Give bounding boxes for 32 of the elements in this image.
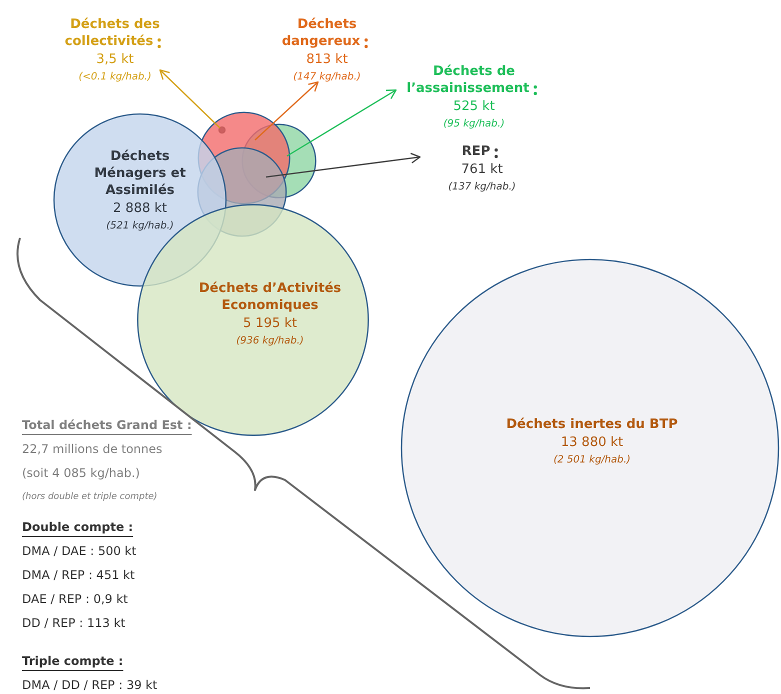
text: (936 kg/hab.)	[236, 336, 304, 347]
category-label: REP	[462, 144, 490, 159]
text: (95 kg/hab.)	[443, 118, 505, 130]
category-label: Déchets inertes du BTP	[506, 416, 678, 432]
text: (<0.1 kg/hab.)	[78, 72, 152, 83]
text: (147 kg/hab.)	[293, 72, 361, 83]
category-label: Déchets de l’assainissement	[406, 64, 530, 96]
category-label: Déchets des collectivités	[64, 16, 160, 49]
text: DD / REP : 113 kt	[22, 616, 126, 630]
data-label: 5 195 kt	[243, 316, 297, 331]
text: Total déchets Grand Est :	[22, 418, 192, 432]
text: DAE / REP : 0,9 kt	[22, 592, 128, 606]
category-label: Déchets dangereux	[282, 16, 361, 49]
text: (521 kg/hab.)	[106, 220, 174, 232]
category-label: Déchets d’Activités Economiques	[198, 280, 342, 313]
data-label: 3,5 kt	[96, 52, 134, 67]
text: (hors double et triple compte)	[22, 492, 158, 502]
text: (soit 4 085 kg/hab.)	[22, 466, 140, 480]
category-label: Déchets Ménagers et Assimilés	[94, 148, 186, 198]
data-label: 761 kt	[461, 162, 503, 177]
data-label: 13 880 kt	[560, 434, 624, 450]
text: DMA / REP : 451 kt	[22, 568, 135, 582]
data-label: 525 kt	[453, 98, 495, 114]
text: DMA / DAE : 500 kt	[22, 544, 137, 558]
text: 22,7 millions de tonnes	[22, 442, 162, 456]
data-label: 813 kt	[306, 52, 348, 67]
text: (137 kg/hab.)	[448, 182, 516, 193]
data-label: 2 888 kt	[113, 200, 167, 216]
text: Double compte :	[22, 520, 134, 534]
text: Triple compte :	[22, 654, 124, 668]
text: DMA / DD / REP : 39 kt	[22, 678, 158, 692]
text: (2 501 kg/hab.)	[553, 454, 631, 466]
